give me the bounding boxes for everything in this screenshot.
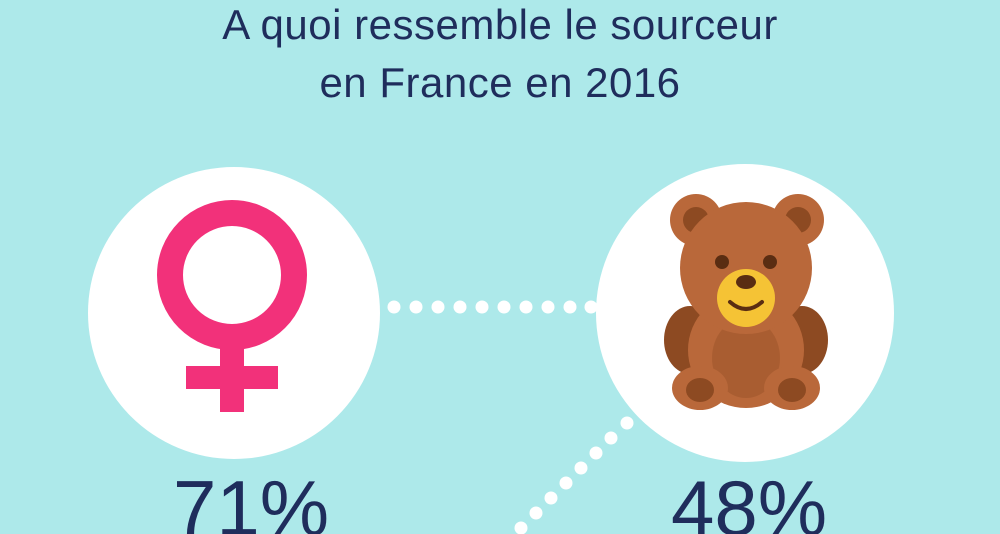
venus-icon bbox=[157, 200, 307, 412]
teddy-bear-icon bbox=[664, 194, 828, 410]
dotted-line-horizontal bbox=[387, 300, 598, 314]
page-title: A quoi ressemble le sourceur en France e… bbox=[0, 0, 1000, 112]
title-line-1: A quoi ressemble le sourceur bbox=[222, 1, 778, 48]
young-percentage: 48% bbox=[671, 464, 828, 534]
title-line-2: en France en 2016 bbox=[319, 59, 681, 106]
dotted-line-diagonal bbox=[514, 416, 634, 534]
female-percentage: 71% bbox=[173, 464, 330, 534]
